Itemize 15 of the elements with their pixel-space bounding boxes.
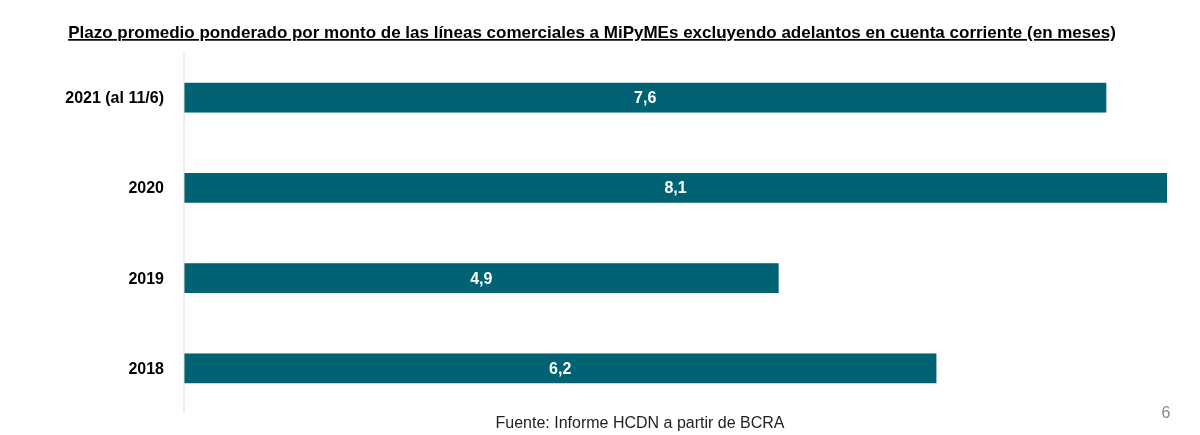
data-label: 8,1 bbox=[664, 179, 687, 197]
bar bbox=[184, 82, 1107, 113]
data-label: 4,9 bbox=[470, 269, 493, 287]
y-tick-label: 2021 (al 11/6) bbox=[65, 89, 164, 107]
data-label: 7,6 bbox=[634, 89, 657, 107]
annotation: 6 bbox=[1161, 404, 1171, 421]
bar bbox=[184, 263, 779, 293]
chart-title: Plazo promedio ponderado por monto de las líneas comerciales a MiPyMEs excluyendo adelantos en cuenta corriente (en meses) bbox=[68, 23, 1116, 42]
y-tick-label: 2020 bbox=[128, 179, 165, 197]
source-note: Fuente: Informe HCDN a partir de BCRA bbox=[495, 414, 785, 431]
bar bbox=[184, 173, 1167, 203]
data-label: 6,2 bbox=[549, 359, 572, 377]
bar bbox=[184, 353, 937, 384]
y-tick-label: 2018 bbox=[128, 359, 165, 377]
y-tick-label: 2019 bbox=[128, 269, 165, 287]
